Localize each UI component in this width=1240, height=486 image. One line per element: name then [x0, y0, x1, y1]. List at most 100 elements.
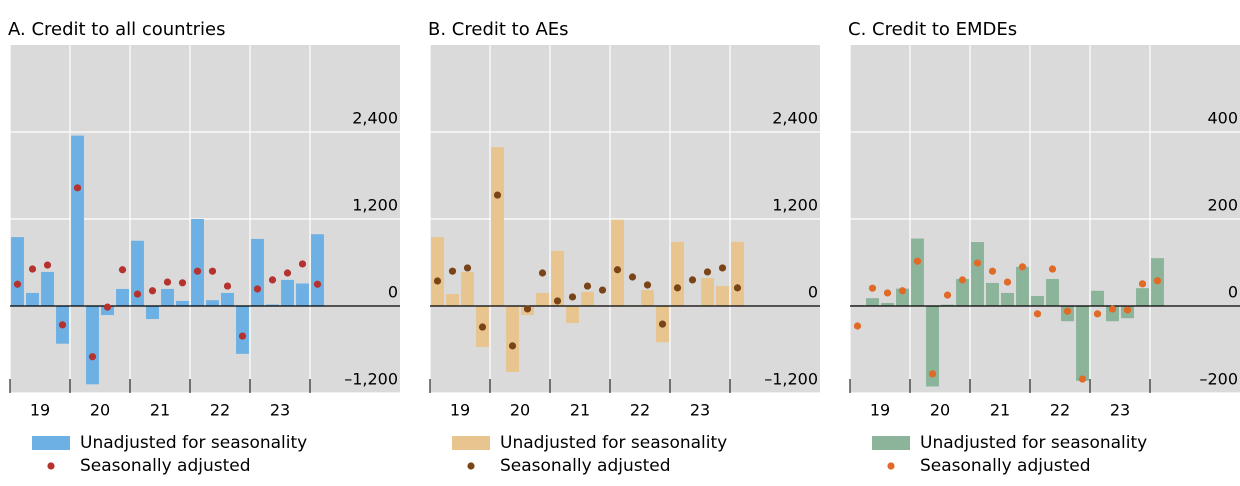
- dot: [883, 289, 892, 297]
- dot: [1093, 310, 1102, 318]
- chart-title: B. Credit to AEs: [428, 19, 569, 40]
- legend-dot: [467, 462, 475, 470]
- bar: [611, 219, 624, 306]
- bar: [131, 240, 144, 306]
- dot: [13, 280, 22, 288]
- bar: [1136, 288, 1149, 306]
- x-tick-label: 20: [930, 401, 950, 420]
- dot: [1033, 310, 1042, 318]
- dot: [1078, 375, 1087, 383]
- dot: [508, 342, 517, 350]
- bar: [1076, 306, 1089, 381]
- dot: [448, 267, 457, 275]
- bar: [671, 241, 684, 306]
- legend-label: Seasonally adjusted: [920, 456, 1091, 476]
- bar: [446, 294, 459, 306]
- y-tick-label: 1,200: [352, 196, 398, 215]
- y-tick-label: –1,200: [344, 370, 398, 389]
- bar: [971, 242, 984, 306]
- x-tick-label: 23: [270, 401, 290, 420]
- dot: [238, 332, 247, 340]
- dot: [1003, 278, 1012, 286]
- x-tick-label: 20: [90, 401, 110, 420]
- bar: [581, 291, 594, 306]
- y-tick-label: 2,400: [772, 109, 818, 128]
- dot: [853, 322, 862, 330]
- bar: [926, 306, 939, 387]
- x-tick-label: 21: [570, 401, 590, 420]
- legend-label: Unadjusted for seasonality: [500, 433, 727, 453]
- y-tick-label: 0: [388, 283, 398, 302]
- dot: [193, 267, 202, 275]
- legend-label: Unadjusted for seasonality: [80, 433, 307, 453]
- dot: [628, 273, 637, 281]
- dot: [1108, 305, 1117, 313]
- bar: [251, 238, 264, 306]
- dot: [73, 184, 82, 192]
- dot: [1153, 277, 1162, 285]
- bar: [536, 292, 549, 306]
- y-tick-label: –1,200: [764, 370, 818, 389]
- dot: [1018, 263, 1027, 271]
- dot: [658, 320, 667, 328]
- x-tick-label: 19: [870, 401, 890, 420]
- dot: [913, 257, 922, 265]
- bar: [716, 286, 729, 306]
- dot: [478, 323, 487, 331]
- bar: [161, 288, 174, 306]
- bar: [86, 306, 99, 385]
- bar: [221, 292, 234, 306]
- bar: [881, 302, 894, 306]
- dot: [28, 265, 37, 273]
- dot: [268, 276, 277, 284]
- dot: [253, 285, 262, 293]
- dot: [598, 286, 607, 294]
- dot: [898, 287, 907, 295]
- dot: [673, 284, 682, 292]
- bar: [701, 278, 714, 306]
- dot: [643, 281, 652, 289]
- y-tick-label: 0: [808, 283, 818, 302]
- bar: [461, 271, 474, 306]
- dot: [613, 266, 622, 274]
- bar: [431, 237, 444, 306]
- bar: [236, 306, 249, 354]
- legend-label: Seasonally adjusted: [500, 456, 671, 476]
- dot: [118, 266, 127, 274]
- dot: [928, 370, 937, 378]
- bar: [176, 300, 189, 306]
- dot: [1138, 280, 1147, 288]
- dot: [58, 321, 67, 329]
- bar: [116, 288, 129, 306]
- dot: [583, 282, 592, 290]
- bar: [941, 304, 954, 306]
- bar: [1046, 279, 1059, 306]
- dot: [988, 267, 997, 275]
- bar: [506, 306, 519, 372]
- dot: [553, 297, 562, 305]
- legend-swatch: [872, 436, 910, 450]
- bar: [11, 237, 24, 306]
- y-tick-label: 2,400: [352, 109, 398, 128]
- bar: [191, 219, 204, 306]
- chart-title: C. Credit to EMDEs: [848, 19, 1017, 40]
- legend-swatch: [32, 436, 70, 450]
- dot: [103, 303, 112, 311]
- x-tick-label: 23: [690, 401, 710, 420]
- legend-label: Unadjusted for seasonality: [920, 433, 1147, 453]
- bar: [896, 288, 909, 306]
- dot: [88, 353, 97, 361]
- bar: [311, 234, 324, 306]
- dot: [223, 282, 232, 290]
- dot: [943, 291, 952, 299]
- dot: [703, 268, 712, 276]
- dot: [1123, 306, 1132, 314]
- bar: [491, 147, 504, 306]
- legend-swatch: [452, 436, 490, 450]
- x-tick-label: 22: [630, 401, 650, 420]
- dot: [523, 305, 532, 313]
- bar: [71, 135, 84, 306]
- y-tick-label: 200: [1207, 196, 1238, 215]
- bar: [206, 300, 219, 306]
- legend-label: Seasonally adjusted: [80, 456, 251, 476]
